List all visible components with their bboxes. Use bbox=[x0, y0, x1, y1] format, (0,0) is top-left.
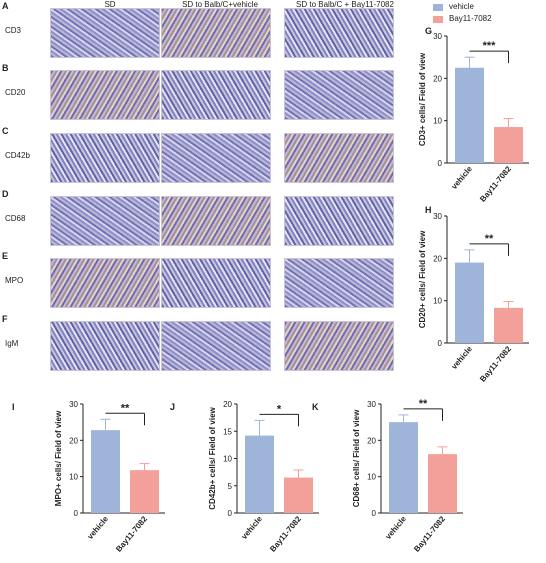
chart-panel-i: I 0 10 20 30 MPO+ cells/ Field of view vehicle… bbox=[12, 400, 165, 554]
micrograph-cd20-sd bbox=[50, 70, 160, 120]
y-tick-label: 30 bbox=[69, 400, 78, 409]
x-tick-label: vehicle bbox=[86, 514, 111, 541]
micrograph-igm-bay bbox=[284, 321, 394, 371]
column-header-sd: SD bbox=[104, 0, 116, 9]
micrograph-igm-vehicle bbox=[161, 321, 271, 371]
significance-stars: ** bbox=[419, 398, 428, 410]
y-axis-label: CD68+ cells/ Field of view bbox=[352, 409, 361, 507]
panel-letter-b: B bbox=[2, 63, 9, 73]
legend-swatch-vehicle bbox=[433, 4, 443, 11]
y-tick-label: 30 bbox=[433, 212, 442, 221]
row-label-cd20: CD20 bbox=[5, 88, 26, 97]
y-tick-label: 0 bbox=[438, 339, 443, 348]
y-tick-label: 15 bbox=[223, 427, 232, 436]
bar-bay11-7082 bbox=[494, 127, 523, 163]
y-tick-label: 10 bbox=[433, 297, 442, 306]
y-tick-label: 0 bbox=[372, 509, 377, 518]
y-axis-label: CD42b+ cells/ Field of view bbox=[208, 406, 217, 509]
y-tick-label: 0 bbox=[438, 159, 443, 168]
significance-stars: ** bbox=[121, 402, 130, 414]
significance-stars: * bbox=[277, 403, 282, 415]
panel-letter: K bbox=[312, 402, 319, 412]
micrograph-cd42b-sd bbox=[50, 133, 160, 183]
micrograph-cd42b-vehicle bbox=[161, 133, 271, 183]
x-tick-label: Bay11-7082 bbox=[114, 514, 149, 554]
panel-letter: G bbox=[425, 26, 432, 36]
column-header-vehicle: SD to Balb/C+vehicle bbox=[182, 0, 258, 9]
micrograph-igm-sd bbox=[50, 321, 160, 371]
micrograph-cd68-sd bbox=[50, 196, 160, 246]
micrograph-cd20-bay bbox=[284, 70, 394, 120]
row-label-mpo: MPO bbox=[5, 276, 24, 285]
y-axis-label: MPO+ cells/ Field of view bbox=[54, 410, 63, 506]
chart-panel-g: G 0 10 20 30 CD3+ cells/ Field of view vehicle… bbox=[418, 26, 529, 204]
y-tick-label: 20 bbox=[433, 74, 442, 83]
panel-letter-a: A bbox=[2, 1, 9, 11]
row-label-cd3: CD3 bbox=[5, 26, 22, 35]
x-tick-label: Bay11-7082 bbox=[478, 344, 513, 384]
micrograph-cd20-vehicle bbox=[161, 70, 271, 120]
chart-panel-j: J 0 5 10 15 20 CD42b+ cells/ Field of view vehi… bbox=[170, 400, 319, 554]
panel-letter: I bbox=[12, 402, 15, 412]
bar-vehicle bbox=[389, 422, 418, 513]
y-tick-label: 5 bbox=[228, 482, 233, 491]
y-axis-label: CD3+ cells/ Field of view bbox=[418, 52, 427, 146]
bar-vehicle bbox=[91, 430, 120, 513]
bar-bay11-7082 bbox=[130, 470, 159, 513]
x-tick-label: Bay11-7082 bbox=[268, 514, 303, 554]
y-tick-label: 10 bbox=[433, 117, 442, 126]
micrograph-cd3-sd bbox=[50, 8, 160, 58]
y-tick-label: 10 bbox=[69, 473, 78, 482]
y-tick-label: 20 bbox=[223, 400, 232, 409]
y-axis-label: CD20+ cells/ Field of view bbox=[418, 230, 427, 328]
row-label-igm: IgM bbox=[5, 339, 19, 348]
panel-letter-e: E bbox=[2, 251, 9, 261]
micrograph-mpo-sd bbox=[50, 258, 160, 308]
bar-vehicle bbox=[455, 262, 484, 343]
y-tick-label: 30 bbox=[433, 32, 442, 41]
legend-label-vehicle: vehicle bbox=[449, 2, 474, 11]
y-tick-label: 30 bbox=[367, 400, 376, 409]
x-tick-label: Bay11-7082 bbox=[412, 514, 447, 554]
y-tick-label: 20 bbox=[433, 254, 442, 263]
bar-vehicle bbox=[455, 67, 484, 163]
chart-panel-k: K 0 10 20 30 CD68+ cells/ Field of view vehicl… bbox=[312, 398, 463, 554]
micrograph-cd3-vehicle bbox=[161, 8, 271, 58]
y-tick-label: 10 bbox=[367, 473, 376, 482]
x-tick-label: vehicle bbox=[384, 514, 409, 541]
micrograph-cd3-bay bbox=[284, 8, 394, 58]
micrograph-cd68-bay bbox=[284, 196, 394, 246]
y-tick-label: 0 bbox=[228, 509, 233, 518]
bar-vehicle bbox=[245, 435, 274, 513]
panel-letter: H bbox=[425, 205, 432, 215]
panel-letter: J bbox=[170, 402, 175, 412]
y-tick-label: 0 bbox=[74, 509, 79, 518]
panel-letter-f: F bbox=[2, 314, 8, 324]
bar-bay11-7082 bbox=[428, 454, 457, 513]
row-label-cd42b: CD42b bbox=[5, 151, 30, 160]
legend-label-bay: Bay11-7082 bbox=[449, 14, 492, 23]
micrograph-mpo-bay bbox=[284, 258, 394, 308]
y-tick-label: 20 bbox=[69, 436, 78, 445]
x-tick-label: Bay11-7082 bbox=[478, 164, 513, 204]
panel-letter-d: D bbox=[2, 189, 9, 199]
panel-letter-c: C bbox=[2, 126, 9, 136]
micrograph-cd42b-bay bbox=[284, 133, 394, 183]
significance-stars: ** bbox=[485, 233, 494, 245]
bar-bay11-7082 bbox=[494, 307, 523, 343]
x-tick-label: vehicle bbox=[450, 344, 475, 371]
x-tick-label: vehicle bbox=[450, 164, 475, 191]
micrograph-mpo-vehicle bbox=[161, 258, 271, 308]
y-tick-label: 10 bbox=[223, 455, 232, 464]
x-tick-label: vehicle bbox=[240, 514, 265, 541]
chart-panel-h: H 0 10 20 30 CD20+ cells/ Field of view vehicl… bbox=[418, 205, 529, 384]
row-label-cd68: CD68 bbox=[5, 214, 26, 223]
bar-bay11-7082 bbox=[284, 477, 313, 513]
micrograph-cd68-vehicle bbox=[161, 196, 271, 246]
column-header-bay: SD to Balb/C + Bay11-7082 bbox=[296, 0, 394, 9]
legend-swatch-bay bbox=[433, 16, 443, 23]
significance-stars: *** bbox=[483, 40, 497, 52]
y-tick-label: 20 bbox=[367, 436, 376, 445]
